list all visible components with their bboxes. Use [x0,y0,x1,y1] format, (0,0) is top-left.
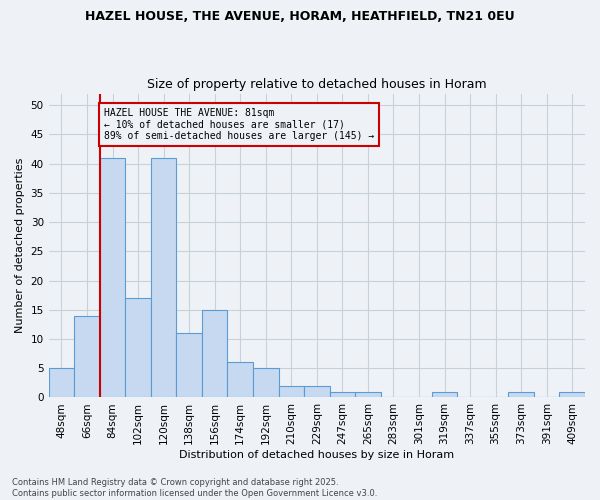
Text: HAZEL HOUSE THE AVENUE: 81sqm
← 10% of detached houses are smaller (17)
89% of s: HAZEL HOUSE THE AVENUE: 81sqm ← 10% of d… [104,108,374,142]
Text: HAZEL HOUSE, THE AVENUE, HORAM, HEATHFIELD, TN21 0EU: HAZEL HOUSE, THE AVENUE, HORAM, HEATHFIE… [85,10,515,23]
Bar [329,392,355,398]
Bar [49,368,74,398]
Bar [74,316,100,398]
Bar [227,362,253,398]
Bar [125,298,151,398]
Bar [253,368,278,398]
Bar [278,386,304,398]
Title: Size of property relative to detached houses in Horam: Size of property relative to detached ho… [147,78,487,91]
Bar [100,158,125,398]
Bar [304,386,329,398]
Text: Contains HM Land Registry data © Crown copyright and database right 2025.
Contai: Contains HM Land Registry data © Crown c… [12,478,377,498]
Bar [202,310,227,398]
Y-axis label: Number of detached properties: Number of detached properties [15,158,25,333]
X-axis label: Distribution of detached houses by size in Horam: Distribution of detached houses by size … [179,450,454,460]
Bar [176,333,202,398]
Bar [559,392,585,398]
Bar [432,392,457,398]
Bar [151,158,176,398]
Bar [355,392,380,398]
Bar [508,392,534,398]
